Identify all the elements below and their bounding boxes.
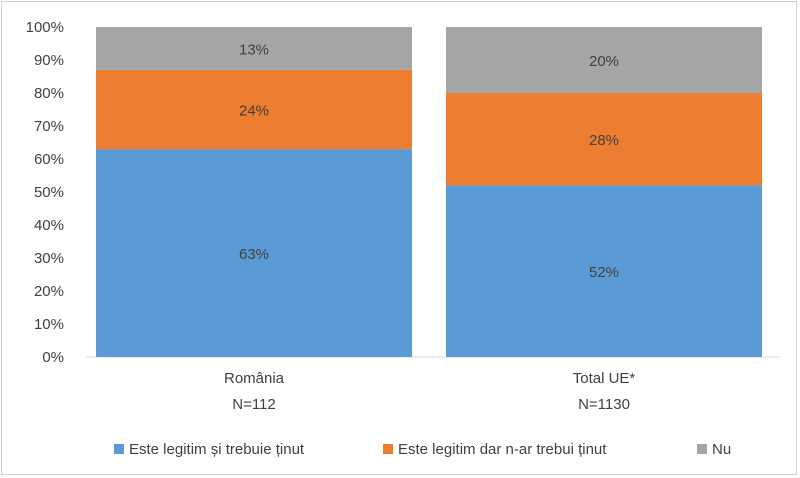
bar-segment — [96, 27, 412, 70]
y-tick-label: 20% — [34, 283, 64, 300]
category-label: România — [224, 370, 285, 387]
category-label: Total UE* — [573, 370, 636, 387]
y-tick-label: 80% — [34, 85, 64, 102]
legend-swatch — [697, 444, 707, 454]
y-tick-label: 60% — [34, 151, 64, 168]
y-tick-label: 30% — [34, 250, 64, 267]
bar-segment — [446, 185, 762, 357]
legend-label: Este legitim și trebuie ținut — [129, 441, 305, 458]
y-tick-label: 10% — [34, 316, 64, 333]
bar-segment — [446, 27, 762, 93]
y-tick-label: 0% — [42, 349, 64, 366]
y-tick-label: 70% — [34, 118, 64, 135]
data-label: 13% — [239, 41, 269, 58]
bar-segment — [96, 149, 412, 357]
category-sublabel: N=112 — [232, 396, 276, 413]
data-label: 63% — [239, 246, 269, 263]
category-sublabel: N=1130 — [578, 396, 630, 413]
data-label: 20% — [589, 53, 619, 70]
legend-swatch — [114, 444, 124, 454]
bar-segment — [96, 69, 412, 150]
data-label: 28% — [589, 132, 619, 149]
legend-label: Nu — [712, 441, 731, 458]
legend-label: Este legitim dar n-ar trebui ținut — [398, 441, 607, 458]
y-tick-label: 50% — [34, 184, 64, 201]
bar-segment — [446, 93, 762, 186]
data-label: 24% — [239, 103, 269, 120]
legend-swatch — [383, 444, 393, 454]
y-tick-label: 90% — [34, 52, 64, 69]
data-label: 52% — [589, 264, 619, 281]
y-tick-label: 100% — [26, 19, 64, 36]
y-tick-label: 40% — [34, 217, 64, 234]
